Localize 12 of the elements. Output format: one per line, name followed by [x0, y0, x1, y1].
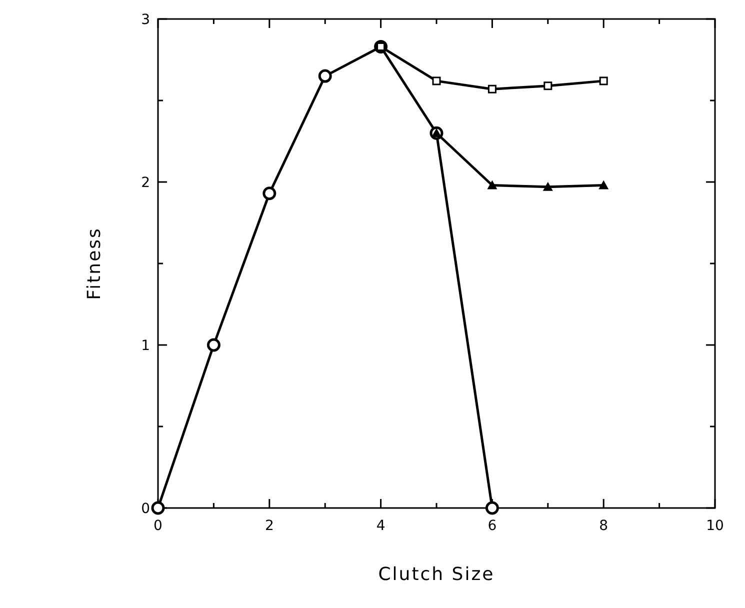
x-tick-label: 2 [264, 518, 274, 534]
x-tick-label: 6 [488, 518, 497, 534]
x-axis-title: Clutch Size [378, 564, 495, 585]
y-axis-title: Fitness [84, 227, 105, 300]
x-tick-label: 10 [706, 518, 724, 534]
y-tick-label: 2 [141, 175, 150, 191]
y-tick-label: 1 [141, 338, 150, 354]
y-tick-label: 3 [141, 12, 150, 28]
x-tick-label: 8 [599, 518, 608, 534]
x-tick-label: 4 [376, 518, 386, 534]
x-tick-label: 0 [154, 518, 162, 534]
y-tick-label: 0 [141, 501, 150, 517]
